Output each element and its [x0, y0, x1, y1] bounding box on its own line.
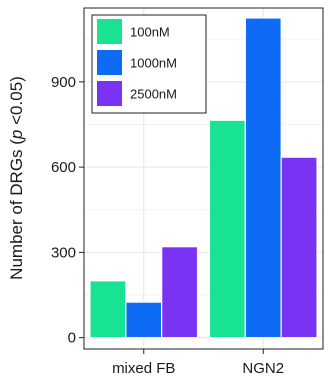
y-tick-label: 300 [51, 244, 76, 261]
legend: 100nM 1000nM 2500nM [91, 14, 207, 114]
y-axis-title: Number of DRGs (p <0.05) [7, 76, 26, 280]
legend-swatch [97, 50, 122, 75]
y-tick-label: 600 [51, 159, 76, 176]
legend-label: 100nM [130, 25, 170, 40]
plot-frame [83, 7, 324, 350]
legend-swatch [97, 81, 122, 106]
y-axis-title-prefix: Number of DRGs ( [7, 139, 26, 280]
bar [125, 301, 163, 339]
bar [244, 17, 282, 339]
x-tick-label: NGN2 [242, 360, 284, 377]
bar [208, 119, 246, 339]
bar [89, 280, 127, 339]
x-tick-label: mixed FB [112, 360, 175, 377]
y-axis-title-italic: p [7, 130, 26, 140]
x-axis-ticks: mixed FB NGN2 [112, 349, 284, 377]
y-tick-label: 900 [51, 74, 76, 91]
bar [280, 156, 318, 339]
y-axis-title-suffix: <0.05) [7, 76, 26, 129]
y-tick-label: 0 [68, 330, 76, 347]
legend-label: 2500nM [130, 87, 177, 102]
bars [89, 17, 318, 339]
legend-label: 1000nM [130, 56, 177, 71]
y-axis-ticks: 0 300 600 900 [51, 74, 84, 347]
bar [161, 246, 199, 339]
legend-swatch [97, 19, 122, 44]
